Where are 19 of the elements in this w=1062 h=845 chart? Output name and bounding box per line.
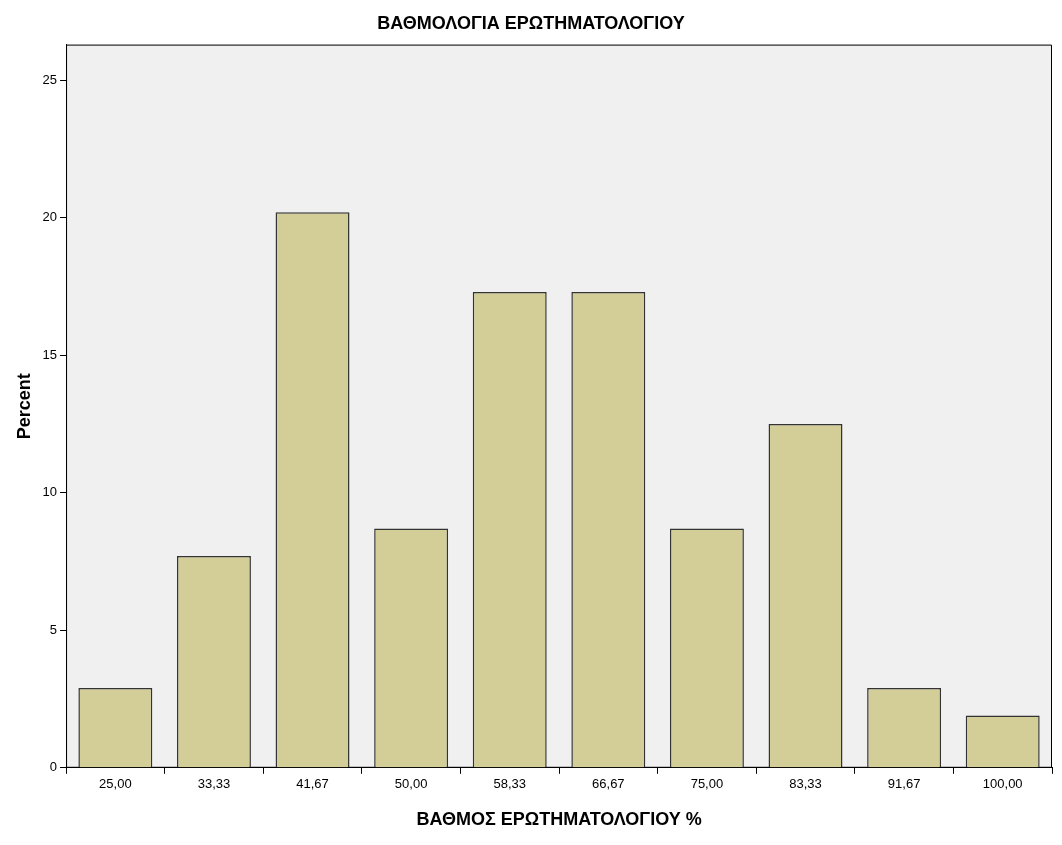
y-tick-label: 25 (42, 71, 58, 87)
y-tick-label: 15 (42, 346, 58, 362)
x-tick-label: 91,67 (887, 776, 921, 792)
x-tick-label: 83,33 (789, 776, 822, 792)
x-tick-label: 50,00 (394, 776, 428, 792)
x-tick-label: 75,00 (690, 776, 724, 792)
x-tick-label: 41,67 (296, 776, 329, 792)
y-tick-label: 5 (49, 621, 58, 637)
x-tick-label: 25,00 (99, 776, 132, 792)
y-tick-label: 0 (49, 759, 58, 775)
x-tick-label: 66,67 (592, 776, 625, 792)
x-tick-label: 33,33 (197, 776, 231, 792)
chart-title: ΒΑΘΜΟΛΟΓΙΑ ΕΡΩΤΗΜΑΤΟΛΟΓΙΟΥ (377, 12, 685, 33)
y-tick-label: 10 (42, 484, 58, 500)
x-axis-title: ΒΑΘΜΟΣ ΕΡΩΤΗΜΑΤΟΛΟΓΙΟΥ % (416, 809, 702, 830)
x-tick-label: 58,33 (493, 776, 527, 792)
y-tick-label: 20 (42, 209, 58, 225)
x-tick-label: 100,00 (982, 776, 1023, 792)
y-axis-title: Percent (13, 373, 34, 440)
